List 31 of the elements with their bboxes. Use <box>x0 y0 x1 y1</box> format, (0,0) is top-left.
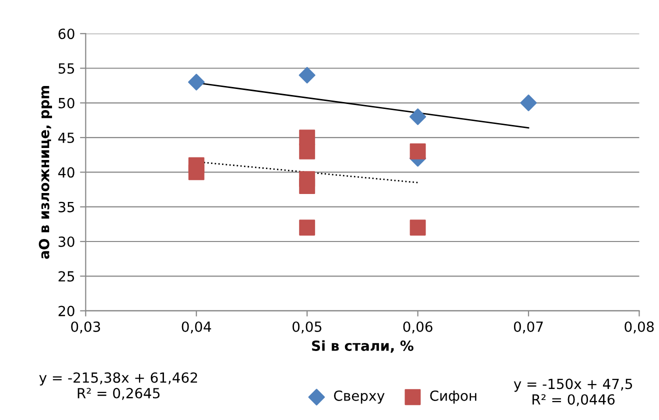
x-tick-label: 0,04 <box>182 321 212 334</box>
y-tick-label: 40 <box>58 167 74 178</box>
x-tick-label: 0,07 <box>514 321 543 334</box>
y-tick-label: 30 <box>58 236 74 247</box>
y-tick-label: 35 <box>58 202 74 212</box>
y-tick-label: 50 <box>58 98 74 108</box>
text: y = -150x + 47,5 R² = 0,0446 <box>514 378 632 406</box>
legend-label: Сверху <box>334 390 385 404</box>
text: y = -215,38x + 61,462 R² = 0,2645 <box>39 372 198 400</box>
y-tick-label: 25 <box>58 271 74 282</box>
point <box>299 220 316 236</box>
point <box>299 143 316 160</box>
x-axis-title: Si в стали, % <box>312 340 414 353</box>
x-tick-label: 0,05 <box>292 321 322 334</box>
point <box>410 143 426 160</box>
point <box>188 164 204 180</box>
x-tick-label: 0,03 <box>71 321 100 334</box>
x-tick-label: 0,06 <box>403 321 432 334</box>
legend-label: Сифон <box>430 390 476 404</box>
x-tick-label: 0,08 <box>624 321 654 334</box>
point <box>410 108 426 126</box>
y-tick-label: 20 <box>58 306 74 316</box>
y-tick-label: 60 <box>58 28 74 40</box>
point <box>520 94 537 112</box>
point <box>298 66 316 84</box>
point <box>410 220 426 236</box>
y-tick-label: 55 <box>58 63 74 74</box>
y-tick-label: 45 <box>58 132 74 144</box>
point <box>188 74 205 90</box>
point <box>299 178 316 194</box>
y-axis-title: аО в изложнице, ppm <box>38 86 52 259</box>
